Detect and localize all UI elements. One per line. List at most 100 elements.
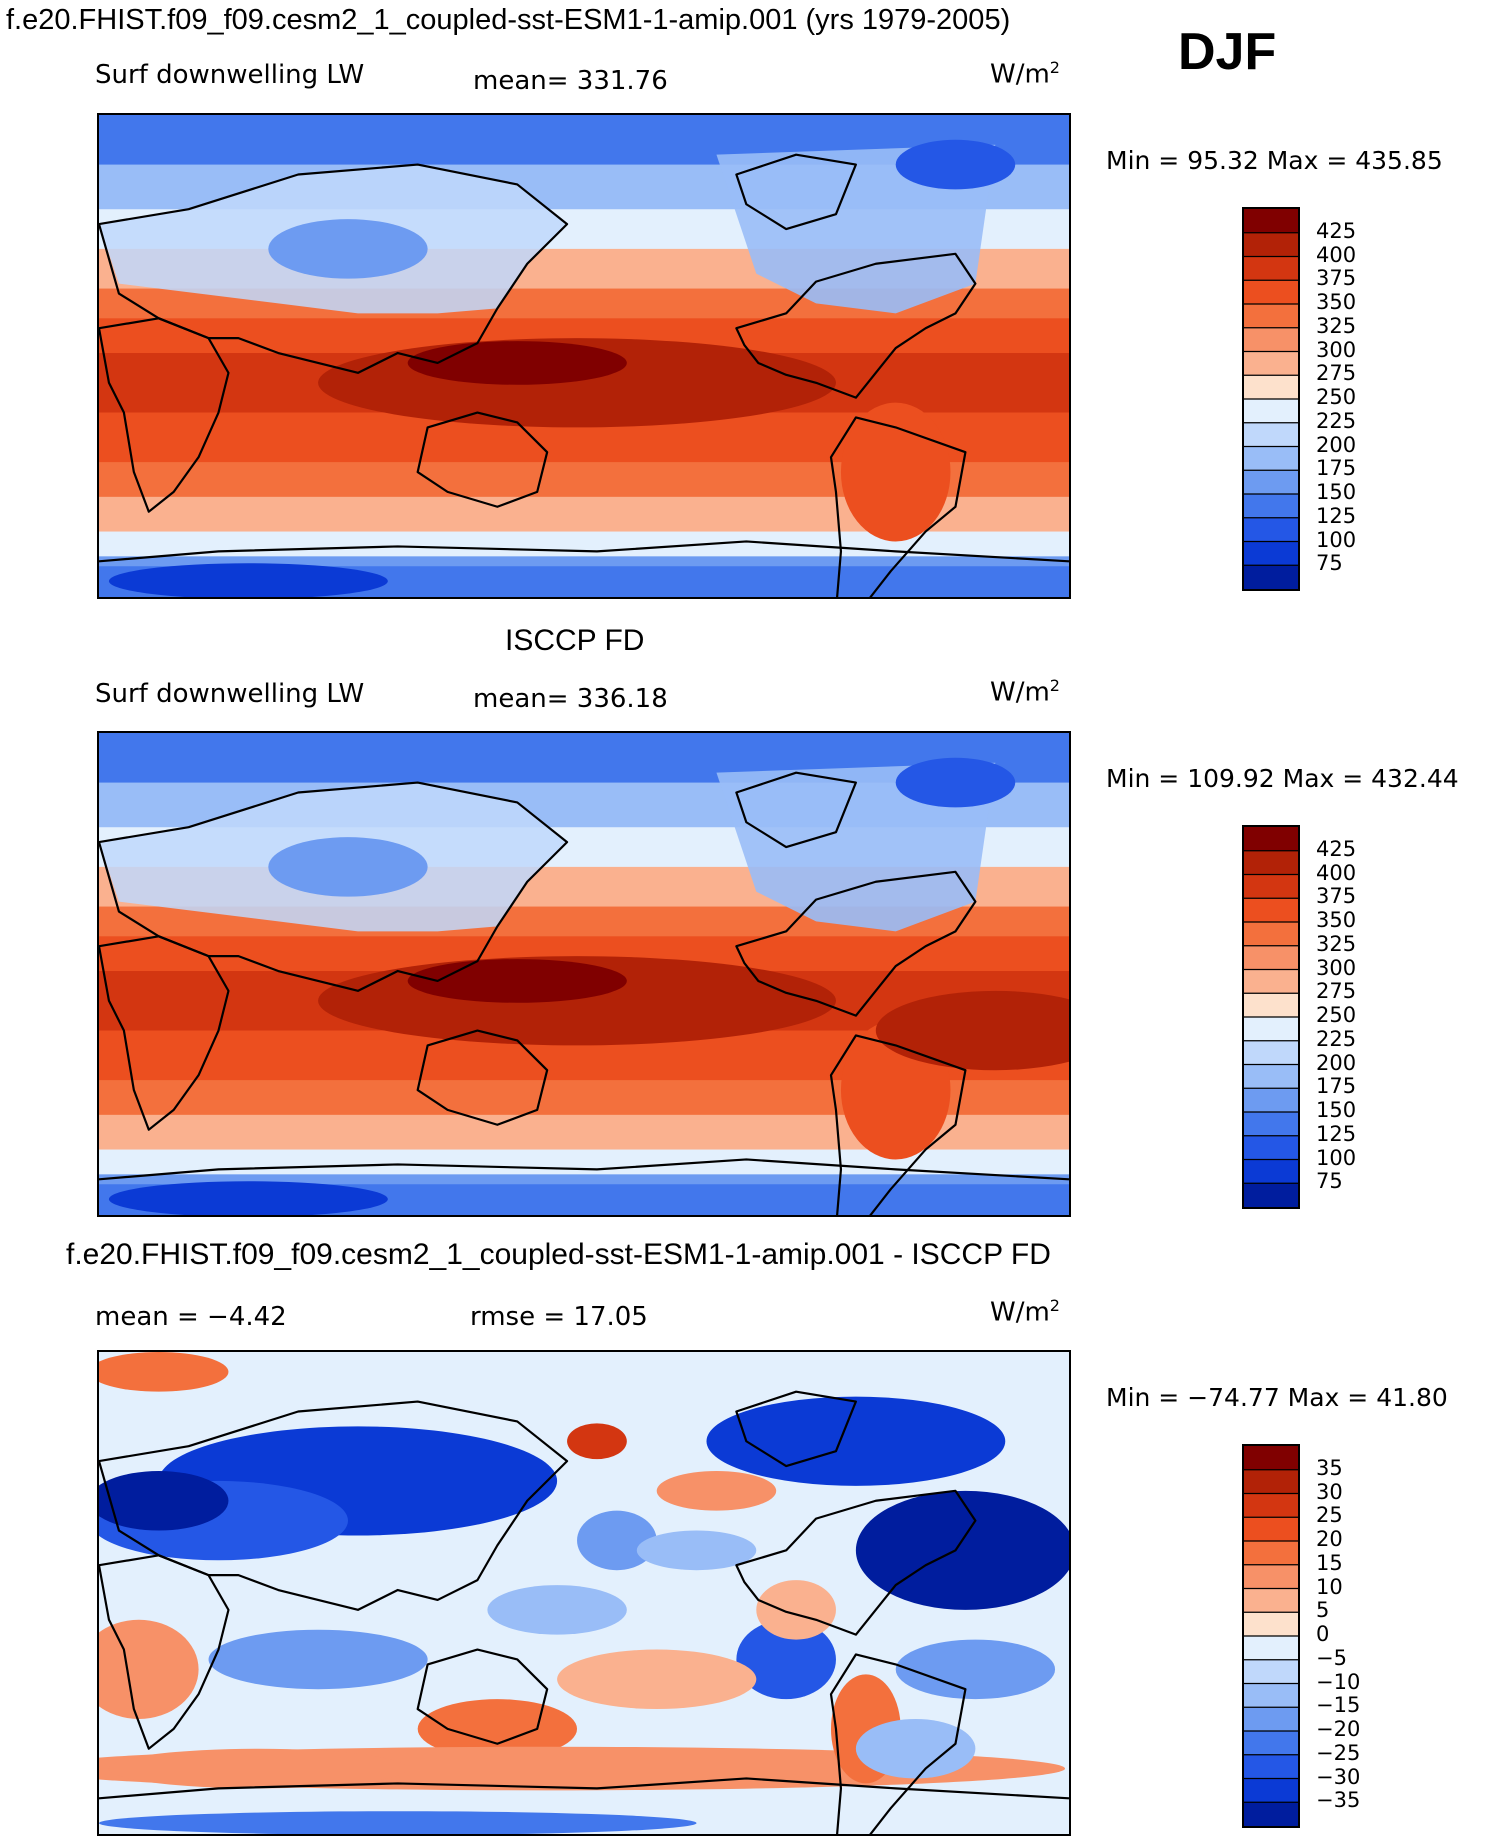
panel2-minmax: Min = 109.92 Max = 432.44 [1106,764,1459,793]
coastline [99,163,569,374]
colorbar-tick-label: 150 [1316,480,1357,504]
colorbar-tick-label: 175 [1316,1074,1357,1099]
colorbar-tick-label: 100 [1316,527,1357,552]
coastline [735,1390,857,1468]
colorbar-swatch [1244,1541,1298,1566]
colorbar-swatch [1244,969,1298,994]
field-patch [840,402,951,542]
field-patch [567,1423,627,1460]
colorbar-swatch [1244,1088,1298,1113]
colorbar-swatch [1244,1446,1298,1471]
colorbar-swatch [1244,1017,1298,1042]
colorbar-swatch [1244,327,1298,352]
coastlines [99,153,1069,597]
colorbar-tick-label: −10 [1316,1669,1361,1694]
colorbar-tick-label: 5 [1316,1598,1330,1623]
colorbar-tick-label: 15 [1316,1550,1343,1575]
colorbar-swatch [1244,1778,1298,1803]
field-patch [577,1510,657,1571]
colorbar-swatch [1244,874,1298,899]
colorbar-tick-label: 75 [1316,1169,1343,1194]
field-patch [855,1490,1069,1610]
colorbar-tick-label: 25 [1316,1503,1343,1528]
colorbar-swatch [1244,422,1298,447]
colorbar-tick-label: 100 [1316,1145,1357,1170]
field-patch [557,1649,757,1710]
field-patch [407,341,627,385]
colorbar-swatch [1244,1754,1298,1779]
field-patch [99,1619,199,1719]
panel2-variable: Surf downwelling LW [95,679,365,709]
colorbar-swatch [1244,209,1298,234]
panel3-mean: mean = −4.42 [95,1302,287,1332]
panel3-title: f.e20.FHIST.f09_f09.cesm2_1_coupled-sst-… [66,1238,1051,1271]
colorbar-swatch [1244,256,1298,281]
coastline [735,1489,977,1636]
colorbar-tick-label: 175 [1316,456,1357,481]
colorbar-swatch [1244,1493,1298,1518]
colorbar-swatch [1244,232,1298,257]
colorbar-tick-label: 30 [1316,1479,1343,1504]
colorbar-tick-label: 350 [1316,290,1357,314]
colorbar-swatch [1244,304,1298,329]
units-base: W/m [990,1297,1050,1328]
field-patch [756,1580,836,1640]
colorbar-swatch [1244,351,1298,376]
colorbar-tick-label: 300 [1316,955,1357,980]
field-patch [706,1396,1006,1486]
field-patch [487,1585,627,1635]
colorbar-tick-label: −15 [1316,1693,1361,1718]
coastline [829,416,967,597]
panel1-units: W/m2 [990,58,1060,90]
field-patch [268,837,428,897]
colorbar-tick-label: 75 [1316,551,1343,576]
colorbar-tick-label: 200 [1316,432,1357,457]
field-patch [99,1811,697,1834]
coastline [99,1400,569,1611]
colorbar-swatch [1244,1731,1298,1756]
field-patch [875,990,1069,1071]
colorbar-swatch [1244,1659,1298,1684]
panel1-mean: mean= 331.76 [473,66,668,96]
colorbar-tick-label: 275 [1316,361,1357,386]
field-patch [417,1699,578,1759]
units-exponent: 2 [1049,58,1060,77]
panel1-map [97,113,1071,599]
panel3-minmax: Min = −74.77 Max = 41.80 [1106,1383,1448,1412]
coastline [99,1158,1069,1181]
colorbar-tick-label: 325 [1316,931,1357,956]
colorbar-swatch [1244,470,1298,495]
coastline [735,870,977,1017]
coastline [735,771,857,849]
panel2-title: ISCCP FD [505,624,645,657]
colorbar-tick-label: −5 [1316,1645,1347,1670]
panel2-mean: mean= 336.18 [473,684,668,714]
coastline [416,1648,549,1745]
colorbar-swatch [1244,898,1298,923]
field-patch [716,762,996,932]
field-patch [109,1181,388,1215]
panel1-title: f.e20.FHIST.f09_f09.cesm2_1_coupled-sst-… [6,4,1011,36]
panel1-minmax: Min = 95.32 Max = 435.85 [1106,146,1443,175]
colorbar-swatch [1244,827,1298,852]
coastlines [99,771,1069,1215]
colorbar-swatch [1244,1469,1298,1494]
panel3-map [97,1350,1071,1836]
field-patch [208,1629,428,1690]
colorbar-tick-label: 350 [1316,908,1357,932]
colorbar-swatch [1244,945,1298,970]
panel3-rmse: rmse = 17.05 [470,1302,648,1332]
panel2-map [97,731,1071,1217]
colorbar-swatch [1244,1564,1298,1589]
coastline [416,1029,549,1126]
colorbar-tick-label: 400 [1316,860,1357,885]
colorbar-tick-label: −25 [1316,1740,1361,1765]
coastline [99,1777,1069,1800]
colorbar-swatch [1244,1636,1298,1661]
coastline [735,153,857,231]
field-patch [99,1471,229,1531]
field-patch [407,959,627,1003]
coastline [416,411,549,508]
colorbar-swatch [1244,1612,1298,1637]
field-patch [716,144,996,314]
